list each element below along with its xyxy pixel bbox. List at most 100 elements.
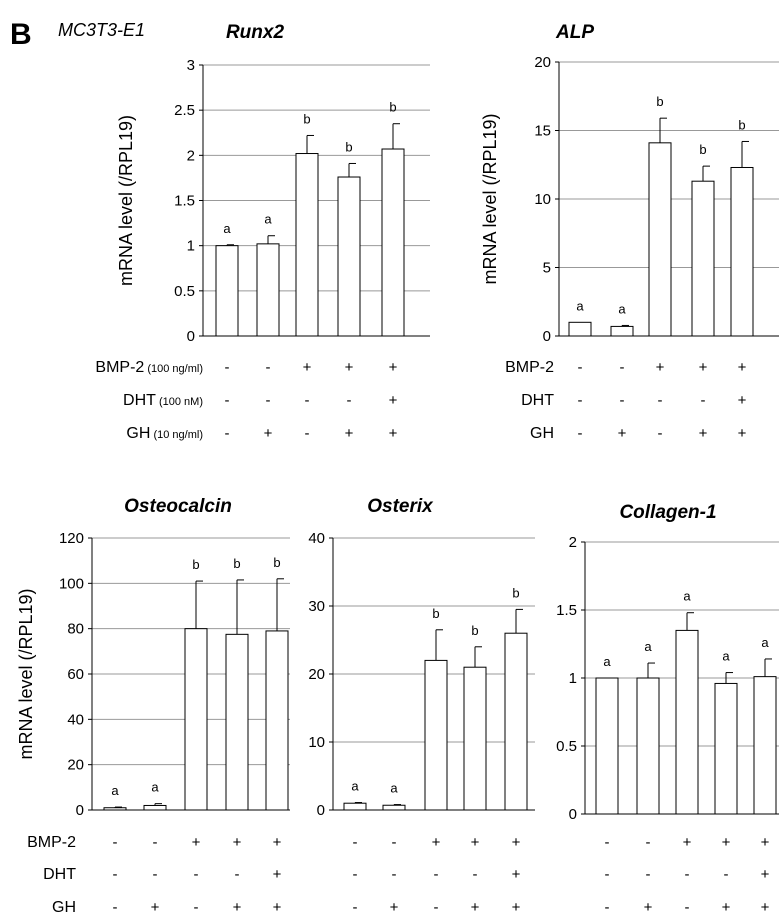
y-tick-label: 0 [187,328,195,345]
treatment-table-top: BMP-2 (100 ng/ml) - - + + + DHT (100 nM) - - - - + G… [95,359,746,442]
panel-letter: B [10,18,32,51]
treatment-sign: - [578,392,583,409]
chart-osterix: 0 10 20 30 40 Osterix a a b b b [308,496,535,819]
treatment-sign: + [512,866,521,883]
treatment-sign: + [761,834,770,851]
chart-collagen-1: 0 0.5 1 1.5 2 Collagen-1 a a a a a [556,502,779,823]
bar [424,659,448,811]
y-axis-label: mRNA level (/RPL19) [480,113,500,284]
bar [648,142,672,337]
treatment-sign: - [353,834,358,851]
y-tick-label: 20 [308,666,325,683]
y-tick-label: 2.5 [174,102,195,119]
treatment-sign: + [303,359,312,376]
bar [337,176,361,337]
treatment-sign: - [266,392,271,409]
treatment-sign: - [392,834,397,851]
treatment-sign: + [738,392,747,409]
treatment-sign: - [235,866,240,883]
significance-letter: a [223,221,231,236]
y-tick-label: 0 [317,802,325,819]
treatment-sign: - [658,425,663,442]
treatment-label: BMP-2 [27,834,76,851]
treatment-label: GH [52,899,76,916]
y-tick-label: 40 [308,530,325,547]
significance-letter: b [273,555,280,570]
treatment-sign: - [347,392,352,409]
treatment-sign: + [761,866,770,883]
cell-line-label: MC3T3-E1 [58,20,145,40]
treatment-label: GH [530,425,554,442]
y-tick-label: 0 [76,802,84,819]
chart-title: Collagen-1 [619,502,716,523]
bar [143,804,167,811]
significance-letter: a [576,298,584,313]
treatment-sign: - [646,866,651,883]
treatment-label: DHT [43,866,76,883]
treatment-sign: - [578,359,583,376]
chart-runx2: 0 0.5 1 1.5 2 2.5 3 Runx2 mRNA level (/RPL19) a a b… [116,22,430,345]
treatment-table-bottom: BMP-2 - - + + + - - + + + - - + + + DHT - - - - + - - - - + - - - - + GH… [27,834,770,916]
treatment-sign: + [432,834,441,851]
treatment-sign: - [305,425,310,442]
treatment-sign: - [685,899,690,916]
y-tick-label: 30 [308,598,325,615]
treatment-sign: + [345,425,354,442]
y-axis-label: mRNA level (/RPL19) [16,588,36,759]
y-tick-label: 3 [187,57,195,74]
treatment-sign: - [225,392,230,409]
treatment-sign: + [233,899,242,916]
bar [636,677,660,815]
treatment-sign: + [264,425,273,442]
bar [753,676,777,815]
significance-letter: a [390,781,398,796]
significance-letter: b [471,623,478,638]
treatment-sign: - [685,866,690,883]
significance-letter: b [512,585,519,600]
y-tick-label: 2 [187,147,195,164]
treatment-sign: - [578,425,583,442]
y-tick-label: 1.5 [556,602,577,619]
treatment-sign: + [273,834,282,851]
bar [295,153,319,337]
treatment-sign: - [305,392,310,409]
treatment-sign: + [345,359,354,376]
bar [256,243,280,337]
bar [691,180,715,337]
significance-letter: a [264,212,272,227]
treatment-sign: - [153,866,158,883]
bar [343,802,367,811]
bar [730,166,754,337]
treatment-sign: + [699,359,708,376]
chart-osteocalcin: 0 20 40 60 80 100 120 Osteocalcin mRNA level (/R… [16,496,290,819]
treatment-sign: + [233,834,242,851]
y-tick-label: 20 [534,54,551,71]
bar [568,321,592,337]
treatment-sign: - [113,899,118,916]
treatment-sign: - [353,866,358,883]
bar [504,632,528,811]
significance-letter: b [192,557,199,572]
treatment-sign: - [225,359,230,376]
treatment-sign: - [605,899,610,916]
treatment-sign: - [225,425,230,442]
treatment-sign: + [389,359,398,376]
treatment-sign: - [392,866,397,883]
treatment-sign: + [389,425,398,442]
y-tick-label: 10 [534,191,551,208]
treatment-sign: + [512,899,521,916]
treatment-sign: - [434,866,439,883]
treatment-sign: + [192,834,201,851]
bar [595,677,619,815]
bar [382,804,406,811]
bar [463,666,487,811]
significance-letter: b [389,100,396,115]
treatment-sign: + [656,359,665,376]
y-tick-label: 0 [569,806,577,823]
treatment-label: BMP-2 (100 ng/ml) [95,359,203,376]
significance-letter: a [603,654,611,669]
treatment-sign: - [605,834,610,851]
bar [225,633,249,811]
chart-title: Runx2 [226,22,285,43]
